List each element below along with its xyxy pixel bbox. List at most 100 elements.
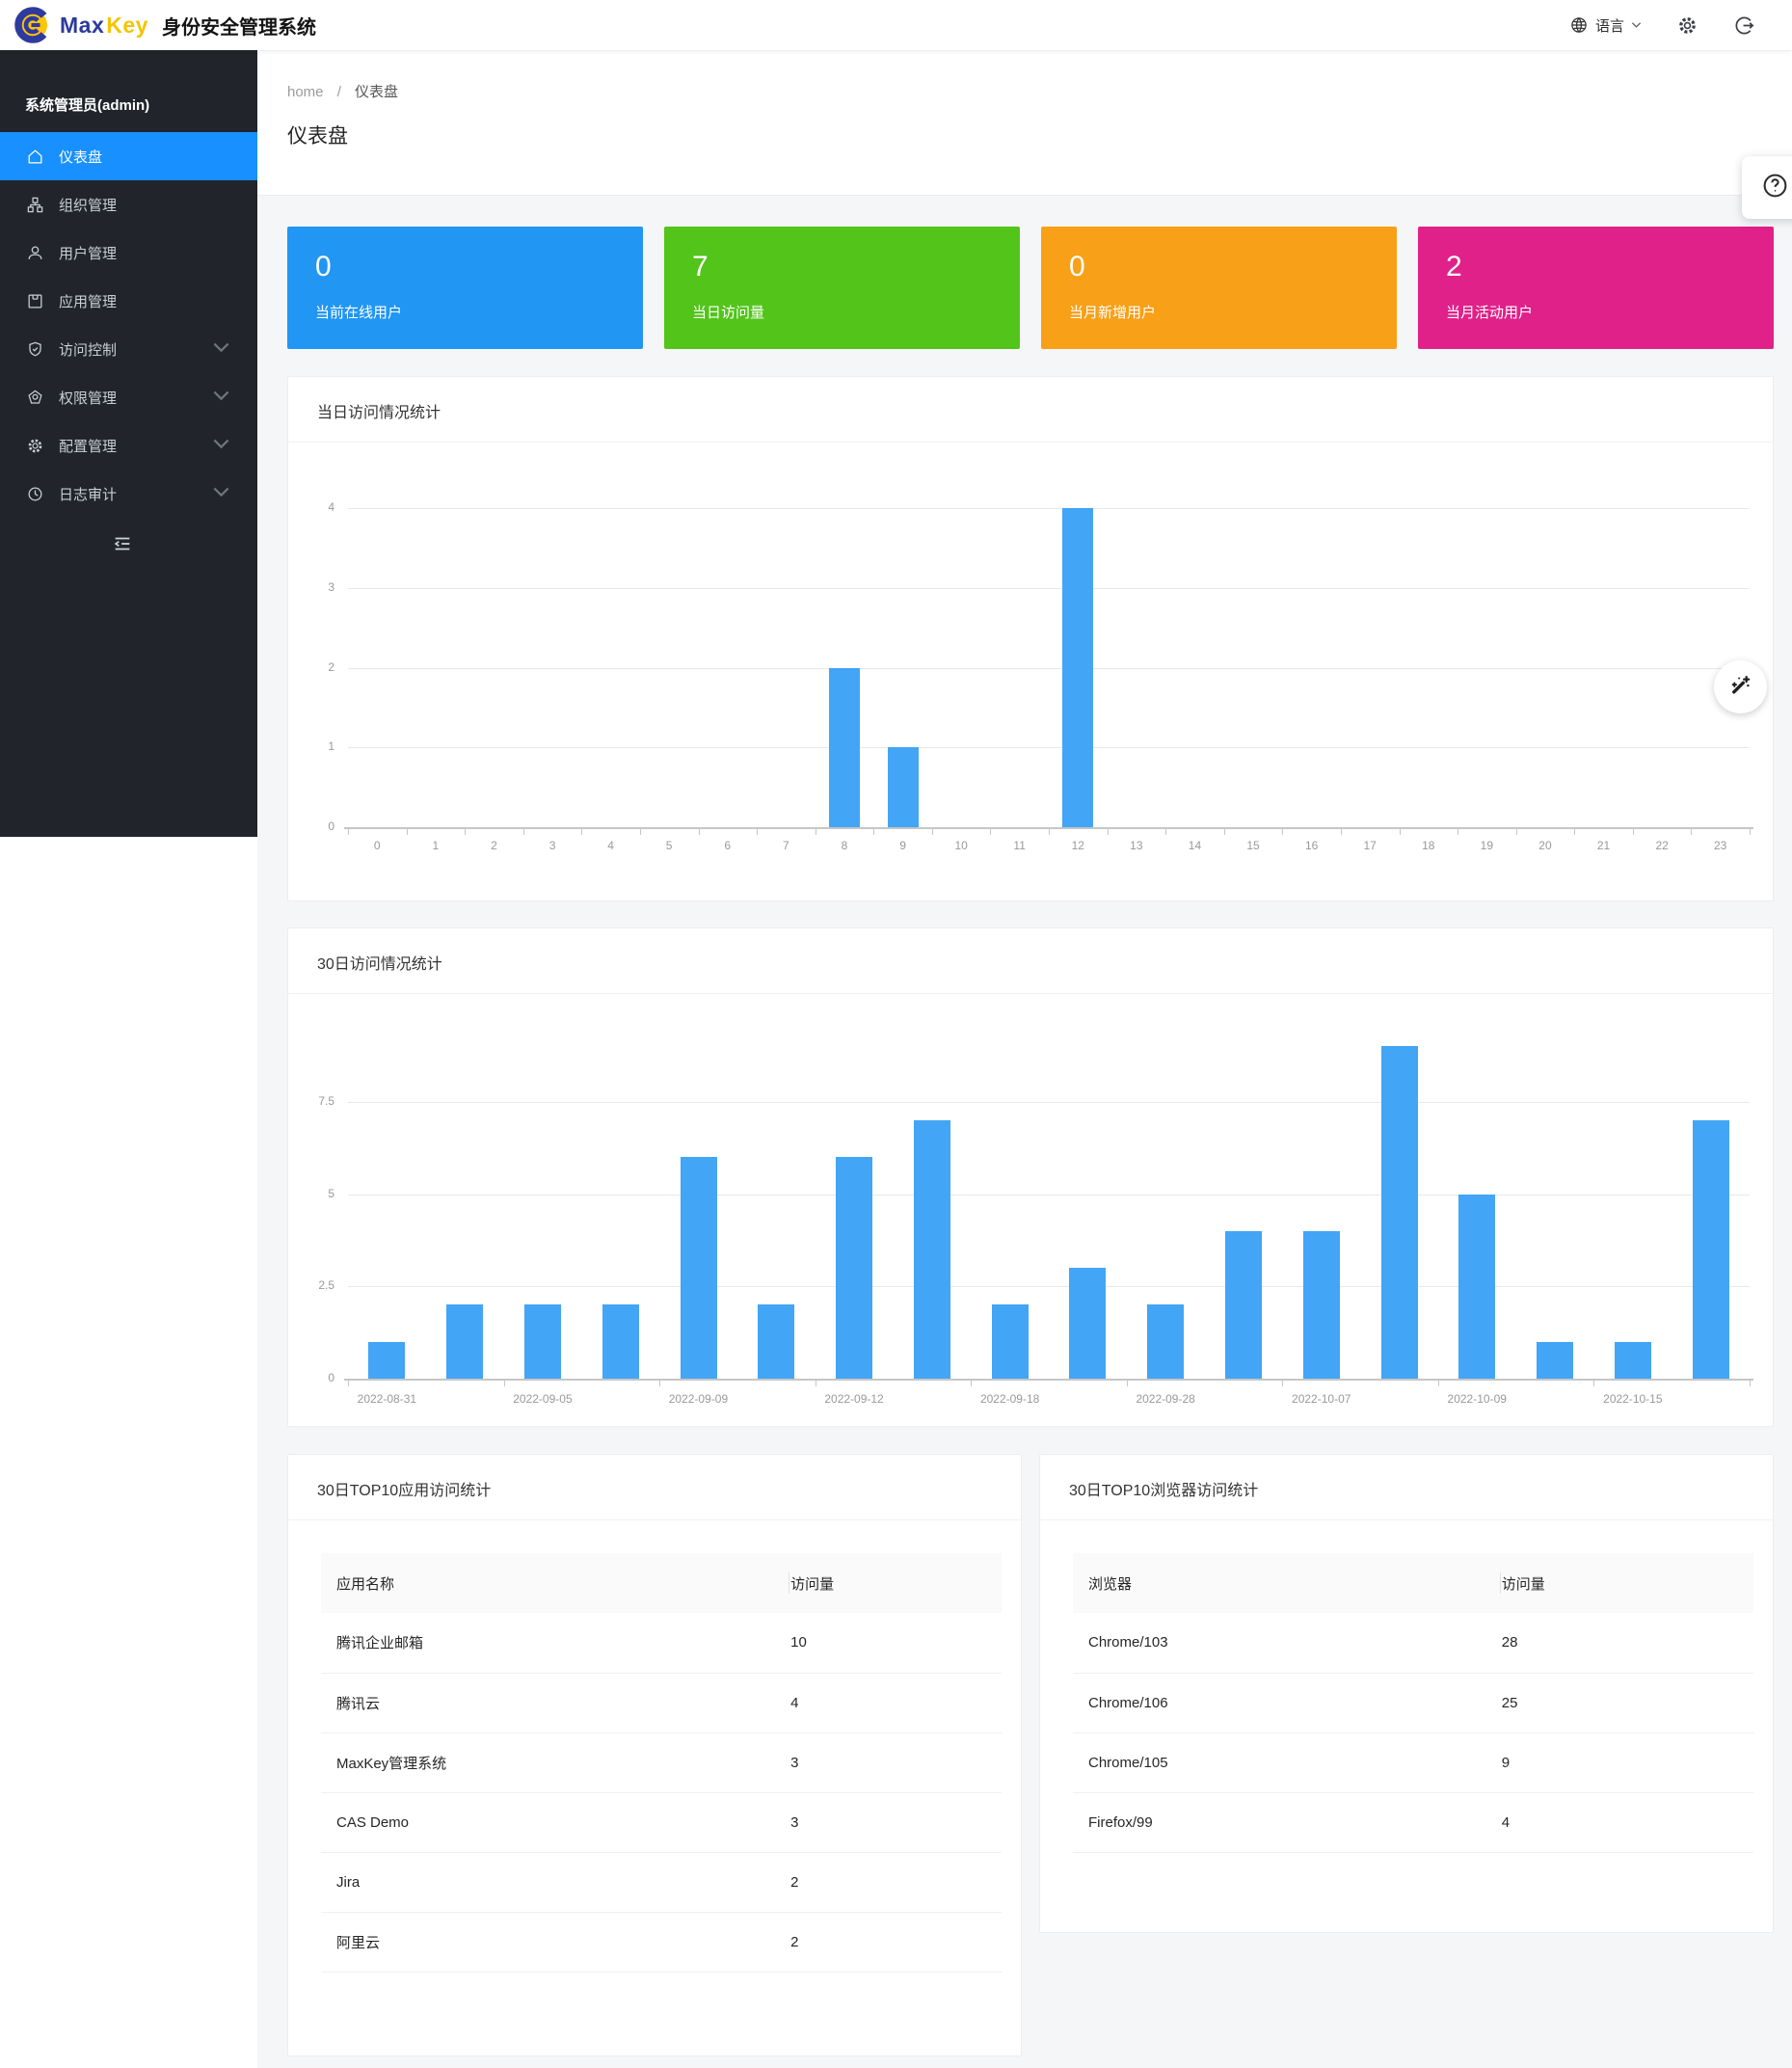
x-axis-tick-label: 1 (432, 839, 440, 852)
x-axis-tick-label: 2022-09-28 (1136, 1392, 1195, 1406)
chart-bar (1537, 1341, 1574, 1379)
x-axis-tick-label: 12 (1071, 839, 1084, 852)
page-header: home / 仪表盘 仪表盘 (257, 50, 1792, 196)
breadcrumb-home-link[interactable]: home (287, 84, 324, 100)
brand-max: Max (60, 12, 105, 38)
y-axis-tick-label: 2.5 (318, 1278, 334, 1293)
x-axis-tick (1126, 1381, 1128, 1386)
x-axis-tick (465, 829, 467, 835)
x-axis-tick (931, 829, 933, 835)
chart-bar (1692, 1119, 1729, 1379)
chart-gridline (348, 667, 1750, 669)
stat-card-monthly-active-users: 2 当月活动用户 (1418, 227, 1774, 349)
logout-icon (1733, 14, 1755, 37)
sidebar-item-users[interactable]: 用户管理 (0, 228, 257, 277)
chart-bar (1062, 508, 1094, 827)
theme-wand-button[interactable] (1714, 660, 1767, 713)
menu-fold-icon (112, 537, 133, 558)
sidebar-item-label: 应用管理 (59, 293, 118, 310)
x-axis-tick (1691, 829, 1693, 835)
settings-button[interactable] (1676, 14, 1698, 37)
sidebar-item-access-control[interactable]: 访问控制 (0, 325, 257, 373)
y-axis-tick-label: 7.5 (318, 1093, 334, 1108)
chart-bar (887, 747, 919, 828)
logout-button[interactable] (1733, 14, 1755, 37)
chart-bar (991, 1304, 1029, 1379)
x-axis-tick-label: 13 (1130, 839, 1143, 852)
gear-icon (1676, 14, 1698, 37)
table-cell: 3 (790, 1732, 1002, 1793)
main-content: home / 仪表盘 仪表盘 0 当前在线用户 7 当日访问量 0 当月新增用户 (257, 50, 1792, 2068)
home-icon (28, 149, 42, 163)
table-cell: 腾讯企业邮箱 (321, 1613, 791, 1674)
x-axis-tick (1515, 829, 1517, 835)
app-title: 身份安全管理系统 (161, 16, 316, 39)
app-icon (28, 294, 42, 308)
column-header: 应用名称 (321, 1553, 791, 1613)
top10-browsers-table: 浏览器 访问量 Chrome/103 28 Chrome/106 25 Chrome/105… (1073, 1553, 1753, 1853)
breadcrumb: home / 仪表盘 (287, 50, 1792, 101)
sidebar-item-configuration[interactable]: 配置管理 (0, 421, 257, 470)
sidebar-item-applications[interactable]: 应用管理 (0, 277, 257, 325)
chart-bar (602, 1304, 639, 1379)
x-axis-tick (1750, 829, 1751, 835)
top10-apps-card: 30日TOP10应用访问统计 应用名称 访问量 腾讯企业邮箱 10 腾讯云 4 MaxKey… (287, 1454, 1022, 2056)
x-axis-tick-label: 10 (954, 839, 968, 852)
chart-gridline (348, 747, 1750, 749)
table-cell: 4 (1501, 1792, 1753, 1853)
breadcrumb-current: 仪表盘 (355, 84, 399, 100)
chart-gridline (348, 1286, 1750, 1288)
chevron-down-icon (212, 338, 230, 361)
top10-apps-table: 应用名称 访问量 腾讯企业邮箱 10 腾讯云 4 MaxKey管理系统 3 CAS Demo 3 J… (321, 1553, 1002, 1973)
table-cell: 28 (1501, 1613, 1753, 1674)
table-row: Chrome/106 25 (1073, 1673, 1753, 1733)
sidebar-item-organizations[interactable]: 组织管理 (0, 180, 257, 228)
y-axis-tick-label: 4 (328, 500, 334, 514)
magic-wand-icon (1727, 672, 1753, 703)
x-axis-tick-label: 2022-10-07 (1292, 1392, 1351, 1406)
chart-bar (836, 1157, 873, 1379)
user-icon (28, 246, 42, 259)
x-axis-tick-label: 2022-09-05 (513, 1392, 573, 1406)
x-axis-tick-label: 23 (1713, 839, 1727, 852)
x-axis-tick (659, 1381, 661, 1386)
sidebar-item-audit-logs[interactable]: 日志审计 (0, 470, 257, 518)
monthly-visits-bar-chart: 0 2.5 5 7.5 2022-08-31 2022-09-05 2022-09-09 20… (288, 994, 1773, 1430)
chart-bar (1458, 1194, 1496, 1379)
x-axis-tick (1049, 829, 1050, 835)
sidebar-item-permissions[interactable]: 权限管理 (0, 373, 257, 421)
language-selector[interactable]: 语言 (1569, 15, 1642, 36)
chevron-down-icon (212, 435, 230, 457)
stat-label: 当月新增用户 (1069, 305, 1157, 321)
x-axis-tick-label: 14 (1188, 839, 1202, 852)
x-axis-tick (1282, 1381, 1284, 1386)
sidebar-item-dashboard[interactable]: 仪表盘 (0, 132, 257, 180)
stat-label: 当月活动用户 (1446, 305, 1534, 321)
x-axis-tick (348, 1381, 349, 1386)
x-axis-tick (1223, 829, 1225, 835)
x-axis-tick-label: 2 (491, 839, 497, 852)
x-axis-tick-label: 4 (607, 839, 614, 852)
x-axis-tick-label: 8 (841, 839, 848, 852)
sidebar-item-label: 配置管理 (59, 438, 118, 455)
daily-visits-chart-card: 当日访问情况统计 0 1 2 3 4 0 1 2 3 4 5 6 7 8 9 10 11 12 13 14 15 16 17… (287, 376, 1774, 901)
sidebar-item-label: 权限管理 (59, 389, 118, 407)
x-axis-tick-label: 2022-08-31 (357, 1392, 417, 1406)
table-row: 腾讯企业邮箱 10 (321, 1613, 1002, 1674)
sidebar-collapse-button[interactable] (0, 533, 257, 559)
chart-gridline (348, 1101, 1750, 1103)
stat-card-monthly-new-users: 0 当月新增用户 (1041, 227, 1397, 349)
help-floating-button[interactable] (1742, 156, 1792, 219)
x-axis-tick-label: 7 (782, 839, 789, 852)
top-right-controls: 语言 (1569, 14, 1755, 37)
x-axis-tick (503, 1381, 505, 1386)
x-axis-tick-label: 2022-09-09 (668, 1392, 729, 1406)
table-cell: CAS Demo (321, 1792, 791, 1853)
stat-value: 0 (315, 251, 332, 282)
x-axis-tick-label: 0 (373, 839, 381, 852)
table-cell: Firefox/99 (1073, 1792, 1502, 1853)
table-cell: 阿里云 (321, 1912, 791, 1973)
table-row: 阿里云 2 (321, 1912, 1002, 1973)
chart-title: 当日访问情况统计 (288, 377, 1773, 443)
chart-bar (828, 667, 860, 827)
